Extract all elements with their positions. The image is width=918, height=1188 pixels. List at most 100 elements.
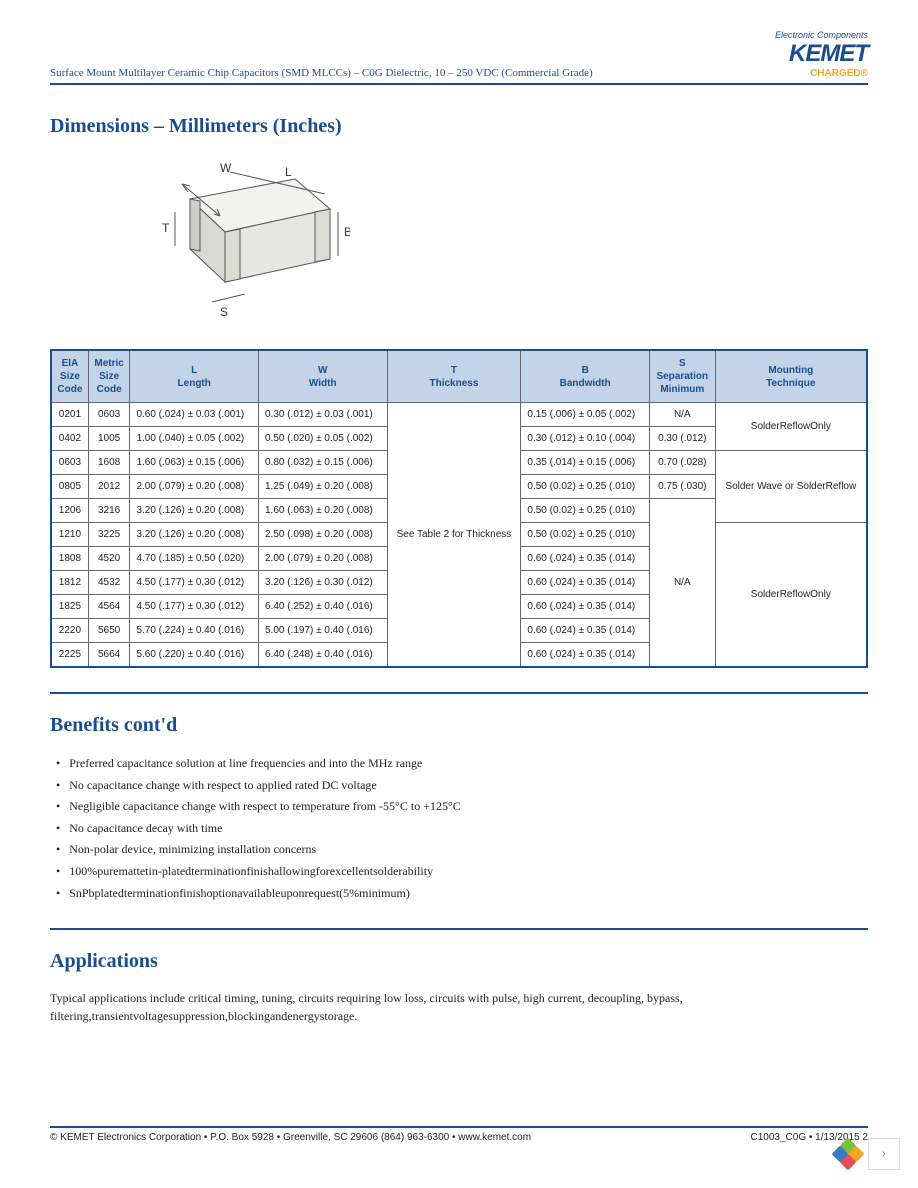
- header-title: Surface Mount Multilayer Ceramic Chip Ca…: [50, 67, 593, 79]
- cell-eia: 2225: [51, 643, 88, 668]
- page-header: Surface Mount Multilayer Ceramic Chip Ca…: [50, 30, 868, 85]
- cell-width: 3.20 (.126) ± 0.30 (.012): [258, 571, 387, 595]
- cell-length: 4.50 (.177) ± 0.30 (.012): [130, 595, 259, 619]
- table-header-row: EIASizeCode MetricSizeCode LLength WWidt…: [51, 350, 867, 403]
- kemet-logo: Electronic Components KEMET CHARGED®: [775, 30, 868, 79]
- cell-mounting: Solder Wave or SolderReflow: [715, 451, 867, 523]
- benefit-item: Non-polar device, minimizing installatio…: [70, 839, 868, 861]
- col-eia: EIASizeCode: [51, 350, 88, 403]
- benefit-item: Negligible capacitance change with respe…: [70, 796, 868, 818]
- cell-bandwidth: 0.60 (.024) ± 0.35 (.014): [521, 619, 650, 643]
- cell-width: 2.50 (.098) ± 0.20 (.008): [258, 523, 387, 547]
- datasheet-page: Surface Mount Multilayer Ceramic Chip Ca…: [0, 0, 918, 1188]
- cell-length: 4.50 (.177) ± 0.30 (.012): [130, 571, 259, 595]
- cell-eia: 1210: [51, 523, 88, 547]
- capacitor-diagram: W L T B S: [120, 154, 868, 329]
- cell-width: 0.30 (.012) ± 0.03 (.001): [258, 403, 387, 427]
- cell-width: 0.80 (.032) ± 0.15 (.006): [258, 451, 387, 475]
- benefit-item: No capacitance change with respect to ap…: [70, 775, 868, 797]
- corner-widget: ›: [834, 1138, 900, 1170]
- diagram-label-w: W: [220, 161, 232, 175]
- cell-length: 2.00 (.079) ± 0.20 (.008): [130, 475, 259, 499]
- cell-width: 5.00 (.197) ± 0.40 (.016): [258, 619, 387, 643]
- cell-length: 4.70 (.185) ± 0.50 (.020): [130, 547, 259, 571]
- applications-text: Typical applications include critical ti…: [50, 989, 868, 1025]
- cell-bandwidth: 0.60 (.024) ± 0.35 (.014): [521, 595, 650, 619]
- next-page-button[interactable]: ›: [868, 1138, 900, 1170]
- cell-separation: 0.30 (.012): [649, 427, 715, 451]
- col-thickness: TThickness: [387, 350, 521, 403]
- cell-length: 1.60 (.063) ± 0.15 (.006): [130, 451, 259, 475]
- cell-metric: 4520: [88, 547, 130, 571]
- footer-left: © KEMET Electronics Corporation • P.O. B…: [50, 1132, 531, 1143]
- cell-bandwidth: 0.15 (.006) ± 0.05 (.002): [521, 403, 650, 427]
- cell-separation-na: N/A: [649, 499, 715, 668]
- cell-bandwidth: 0.30 (.012) ± 0.10 (.004): [521, 427, 650, 451]
- cell-width: 6.40 (.252) ± 0.40 (.016): [258, 595, 387, 619]
- cell-width: 2.00 (.079) ± 0.20 (.008): [258, 547, 387, 571]
- cell-metric: 1608: [88, 451, 130, 475]
- cell-bandwidth: 0.50 (0.02) ± 0.25 (.010): [521, 499, 650, 523]
- diagram-label-b: B: [344, 225, 350, 239]
- cell-eia: 1808: [51, 547, 88, 571]
- cell-bandwidth: 0.50 (0.02) ± 0.25 (.010): [521, 523, 650, 547]
- logo-tagline-top: Electronic Components: [775, 30, 868, 40]
- logo-text: KEMET: [775, 40, 868, 68]
- diagram-label-s: S: [220, 305, 228, 319]
- cell-bandwidth: 0.60 (.024) ± 0.35 (.014): [521, 571, 650, 595]
- cell-eia: 2220: [51, 619, 88, 643]
- cell-metric: 3216: [88, 499, 130, 523]
- cell-eia: 0201: [51, 403, 88, 427]
- logo-tagline-bottom: CHARGED®: [775, 68, 868, 79]
- benefit-item: 100%puremattetin-platedterminationfinish…: [70, 861, 868, 883]
- cell-metric: 0603: [88, 403, 130, 427]
- table-row: 020106030.60 (.024) ± 0.03 (.001)0.30 (.…: [51, 403, 867, 427]
- cell-eia: 0603: [51, 451, 88, 475]
- cell-bandwidth: 0.50 (0.02) ± 0.25 (.010): [521, 475, 650, 499]
- benefit-item: No capacitance decay with time: [70, 818, 868, 840]
- cell-metric: 3225: [88, 523, 130, 547]
- diagram-label-l: L: [285, 165, 292, 179]
- cell-length: 5.70 (.224) ± 0.40 (.016): [130, 619, 259, 643]
- cell-bandwidth: 0.60 (.024) ± 0.35 (.014): [521, 547, 650, 571]
- cell-separation: N/A: [649, 403, 715, 427]
- cell-mounting: SolderReflowOnly: [715, 403, 867, 451]
- cell-length: 3.20 (.126) ± 0.20 (.008): [130, 523, 259, 547]
- cell-metric: 5650: [88, 619, 130, 643]
- cell-thickness: See Table 2 for Thickness: [387, 403, 521, 668]
- cell-eia: 1812: [51, 571, 88, 595]
- col-metric: MetricSizeCode: [88, 350, 130, 403]
- cell-bandwidth: 0.35 (.014) ± 0.15 (.006): [521, 451, 650, 475]
- cell-length: 1.00 (.040) ± 0.05 (.002): [130, 427, 259, 451]
- cell-length: 0.60 (.024) ± 0.03 (.001): [130, 403, 259, 427]
- cell-bandwidth: 0.60 (.024) ± 0.35 (.014): [521, 643, 650, 668]
- cell-eia: 0805: [51, 475, 88, 499]
- cell-mounting: SolderReflowOnly: [715, 523, 867, 668]
- cell-eia: 0402: [51, 427, 88, 451]
- divider: [50, 928, 868, 930]
- col-width: WWidth: [258, 350, 387, 403]
- cell-separation: 0.70 (.028): [649, 451, 715, 475]
- cell-width: 1.60 (.063) ± 0.20 (.008): [258, 499, 387, 523]
- cell-length: 5.60 (.220) ± 0.40 (.016): [130, 643, 259, 668]
- benefits-heading: Benefits cont'd: [50, 714, 868, 737]
- divider: [50, 692, 868, 694]
- col-length: LLength: [130, 350, 259, 403]
- col-separation: SSeparationMinimum: [649, 350, 715, 403]
- dimensions-table: EIASizeCode MetricSizeCode LLength WWidt…: [50, 349, 868, 668]
- cell-length: 3.20 (.126) ± 0.20 (.008): [130, 499, 259, 523]
- page-footer: © KEMET Electronics Corporation • P.O. B…: [50, 1126, 868, 1143]
- benefits-list: Preferred capacitance solution at line f…: [50, 753, 868, 904]
- benefit-item: SnPbplatedterminationfinishoptionavailab…: [70, 883, 868, 905]
- cell-width: 1.25 (.049) ± 0.20 (.008): [258, 475, 387, 499]
- cell-metric: 1005: [88, 427, 130, 451]
- dimensions-heading: Dimensions – Millimeters (Inches): [50, 115, 868, 138]
- applications-heading: Applications: [50, 950, 868, 973]
- cell-metric: 4532: [88, 571, 130, 595]
- diagram-label-t: T: [162, 221, 170, 235]
- col-bandwidth: BBandwidth: [521, 350, 650, 403]
- cell-width: 0.50 (.020) ± 0.05 (.002): [258, 427, 387, 451]
- cell-eia: 1825: [51, 595, 88, 619]
- flower-icon[interactable]: [834, 1140, 862, 1168]
- cell-metric: 5664: [88, 643, 130, 668]
